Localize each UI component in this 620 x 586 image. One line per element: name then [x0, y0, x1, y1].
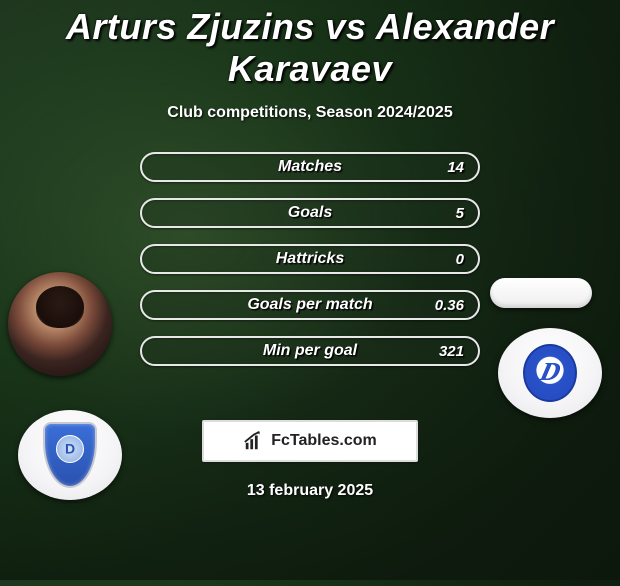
dynamo-badge-icon	[523, 344, 577, 402]
stat-value-right: 14	[447, 154, 464, 180]
stat-bars: Matches14 Goals5 Hattricks0 Goals per match…	[140, 152, 480, 382]
stat-value-right: 0	[456, 246, 464, 272]
player-left-club-badge	[18, 410, 122, 500]
stat-bar: Goals per match0.36	[140, 290, 480, 320]
stat-label: Goals	[142, 200, 478, 226]
daugava-shield-icon	[43, 422, 97, 488]
stat-bar: Hattricks0	[140, 244, 480, 274]
stat-bar: Min per goal321	[140, 336, 480, 366]
stats-area: ★★ Matches14Goals5Hattricks0Goals per ma…	[0, 152, 620, 412]
stat-label: Hattricks	[142, 246, 478, 272]
brand-text: FcTables.com	[271, 432, 377, 450]
stat-value-right: 0.36	[435, 292, 464, 318]
brand-box[interactable]: FcTables.com	[202, 420, 418, 462]
stat-bar: Goals5	[140, 198, 480, 228]
stat-label: Min per goal	[142, 338, 478, 364]
player-left-avatar	[8, 272, 112, 376]
stat-value-right: 5	[456, 200, 464, 226]
page-title: Arturs Zjuzins vs Alexander Karavaev	[0, 6, 620, 90]
subtitle: Club competitions, Season 2024/2025	[0, 104, 620, 122]
player-right-club-badge	[498, 328, 602, 418]
stat-bar: Matches14	[140, 152, 480, 182]
stat-label: Goals per match	[142, 292, 478, 318]
player-right-blank-pill	[490, 278, 592, 308]
chart-icon	[243, 430, 265, 452]
stat-value-right: 321	[439, 338, 464, 364]
stat-label: Matches	[142, 154, 478, 180]
